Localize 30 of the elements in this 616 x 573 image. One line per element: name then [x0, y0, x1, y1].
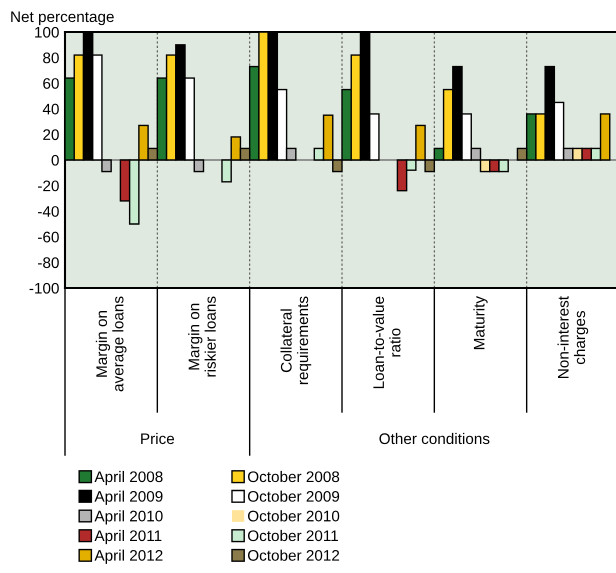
legend-label: April 2011: [94, 530, 162, 544]
y-tick-label: -100: [30, 282, 59, 294]
x-tick-label: Margin on average loans: [96, 296, 127, 392]
x-tick-label: Loan-to-value ratio: [372, 296, 400, 388]
y-tick-label: 0: [52, 154, 59, 166]
y-tick-label: 20: [43, 129, 59, 140]
legend-label: October 2012: [248, 550, 340, 561]
legend-label: April 2010: [94, 510, 163, 524]
y-tick-label: -40: [38, 206, 59, 217]
legend-label: October 2011: [248, 530, 338, 542]
text: Other conditions: [379, 432, 490, 444]
x-tick-label: Maturity: [473, 296, 488, 350]
y-tick-label: 80: [43, 52, 59, 64]
legend-label: April 2009: [94, 490, 163, 505]
x-tick-label: Collateral requirements: [280, 296, 312, 384]
legend-label: October 2008: [248, 470, 340, 482]
y-tick-label: -80: [38, 257, 59, 268]
legend-label: April 2008: [94, 470, 163, 486]
y-tick-label: -20: [38, 180, 59, 192]
y-tick-label: 40: [42, 104, 59, 114]
text: Price: [141, 432, 174, 444]
y-tick-label: 60: [43, 78, 59, 89]
x-tick-label: Non-interest charges: [557, 296, 588, 378]
y-tick-label: -60: [38, 232, 59, 242]
legend-label: October 2009: [248, 490, 340, 502]
chart-title: Net percentage: [11, 11, 114, 26]
x-tick-label: Margin on riskier loans: [188, 296, 216, 376]
legend-label: October 2010: [248, 510, 340, 522]
legend-label: April 2012: [94, 550, 162, 564]
y-tick-label: 100: [35, 26, 59, 38]
